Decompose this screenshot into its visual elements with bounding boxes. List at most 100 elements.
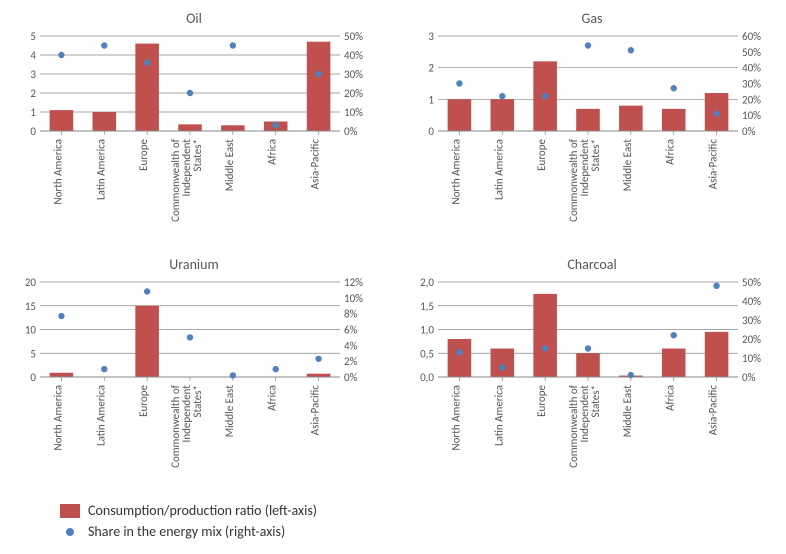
x-tick-label: States* (589, 385, 602, 418)
bar (307, 42, 331, 131)
y-right-tick-label: 20% (742, 333, 761, 346)
x-tick-label: Latin America (94, 385, 107, 446)
y-left-tick-label: 1,0 (420, 324, 434, 337)
y-right-tick-label: 40% (742, 295, 761, 308)
scatter-dot (58, 313, 64, 319)
y-right-tick-label: 6% (344, 324, 358, 337)
scatter-dot (315, 71, 321, 77)
y-left-tick-label: 4 (30, 49, 36, 62)
scatter-dot (628, 47, 634, 53)
y-right-tick-label: 0% (742, 125, 756, 138)
bar (50, 373, 74, 377)
x-tick-label: North America (449, 139, 462, 205)
x-tick-label: Africa (664, 385, 677, 411)
y-right-tick-label: 0% (344, 371, 358, 384)
x-tick-label: States* (589, 139, 602, 172)
chart-title: Gas (408, 10, 776, 27)
bar (448, 339, 472, 377)
y-left-tick-label: 3 (428, 31, 434, 43)
bar (662, 109, 686, 131)
chart-title: Charcoal (408, 256, 776, 273)
scatter-dot (585, 42, 591, 48)
chart-oil: Oil0123450%10%20%30%40%50%North AmericaL… (10, 10, 378, 236)
y-left-tick-label: 1 (30, 106, 36, 119)
y-right-tick-label: 40% (344, 49, 363, 62)
scatter-dot (230, 372, 236, 378)
legend-label-bar: Consumption/production ratio (left-axis) (88, 502, 317, 519)
y-left-tick-label: 5 (30, 31, 36, 43)
legend-swatch-bar (60, 504, 80, 518)
y-left-tick-label: 2 (428, 62, 434, 75)
chart-charcoal: Charcoal0,00,51,01,52,00%10%20%30%40%50%… (408, 256, 776, 482)
scatter-dot (187, 334, 193, 340)
x-tick-label: Asia-Pacific (309, 139, 322, 190)
x-tick-label: Middle East (621, 385, 634, 438)
bar (135, 44, 159, 131)
bar (135, 306, 159, 377)
legend-row-bar: Consumption/production ratio (left-axis) (60, 502, 776, 519)
x-tick-label: Middle East (223, 139, 236, 192)
y-right-tick-label: 30% (742, 314, 761, 327)
scatter-dot (542, 345, 548, 351)
scatter-dot (230, 42, 236, 48)
x-tick-label: Europe (535, 138, 548, 170)
legend-swatch-dot (66, 528, 74, 536)
x-tick-label: Africa (664, 139, 677, 165)
scatter-dot (456, 80, 462, 86)
x-tick-label: Europe (137, 138, 150, 170)
bar (705, 332, 729, 377)
y-left-tick-label: 2,0 (420, 277, 434, 289)
scatter-dot (671, 332, 677, 338)
y-left-tick-label: 0,5 (420, 347, 434, 360)
scatter-dot (628, 372, 634, 378)
scatter-dot (499, 364, 505, 370)
scatter-dot (315, 356, 321, 362)
scatter-dot (713, 283, 719, 289)
y-left-tick-label: 15 (25, 300, 36, 313)
scatter-dot (144, 59, 150, 65)
y-left-tick-label: 1 (428, 93, 434, 106)
y-left-tick-label: 0 (428, 125, 434, 138)
scatter-dot (101, 366, 107, 372)
scatter-dot (585, 345, 591, 351)
y-left-tick-label: 3 (30, 68, 36, 81)
y-left-tick-label: 1,5 (420, 300, 434, 313)
scatter-dot (671, 85, 677, 91)
x-tick-label: Latin America (492, 385, 505, 446)
chart-uranium: Uranium051015200%2%4%6%8%10%12%North Ame… (10, 256, 378, 482)
y-right-tick-label: 60% (742, 31, 761, 43)
chart-title: Oil (10, 10, 378, 27)
scatter-dot (58, 52, 64, 58)
scatter-dot (144, 288, 150, 294)
x-tick-label: Europe (137, 384, 150, 416)
y-left-tick-label: 0 (30, 125, 36, 138)
scatter-dot (713, 110, 719, 116)
y-right-tick-label: 10% (742, 109, 761, 122)
x-tick-label: Europe (535, 384, 548, 416)
bar (50, 110, 74, 131)
y-left-tick-label: 2 (30, 87, 36, 100)
x-tick-label: North America (449, 385, 462, 451)
y-right-tick-label: 10% (344, 106, 363, 119)
x-tick-label: Latin America (492, 139, 505, 200)
scatter-dot (273, 366, 279, 372)
scatter-dot (542, 93, 548, 99)
chart-svg: 051015200%2%4%6%8%10%12%North AmericaLat… (10, 277, 370, 477)
y-right-tick-label: 10% (344, 292, 363, 305)
y-left-tick-label: 0 (30, 371, 36, 384)
bar (178, 124, 202, 131)
legend-label-dot: Share in the energy mix (right-axis) (88, 523, 285, 540)
y-right-tick-label: 10% (742, 352, 761, 365)
legend-row-dot: Share in the energy mix (right-axis) (60, 523, 776, 540)
bar (662, 349, 686, 378)
bar (619, 106, 643, 131)
x-tick-label: Middle East (621, 139, 634, 192)
x-tick-label: Middle East (223, 385, 236, 438)
y-right-tick-label: 50% (742, 46, 761, 59)
x-tick-label: Africa (266, 385, 279, 411)
chart-title: Uranium (10, 256, 378, 273)
x-tick-label: North America (51, 385, 64, 451)
bar (491, 99, 515, 131)
y-left-tick-label: 0,0 (420, 371, 434, 384)
scatter-dot (187, 90, 193, 96)
